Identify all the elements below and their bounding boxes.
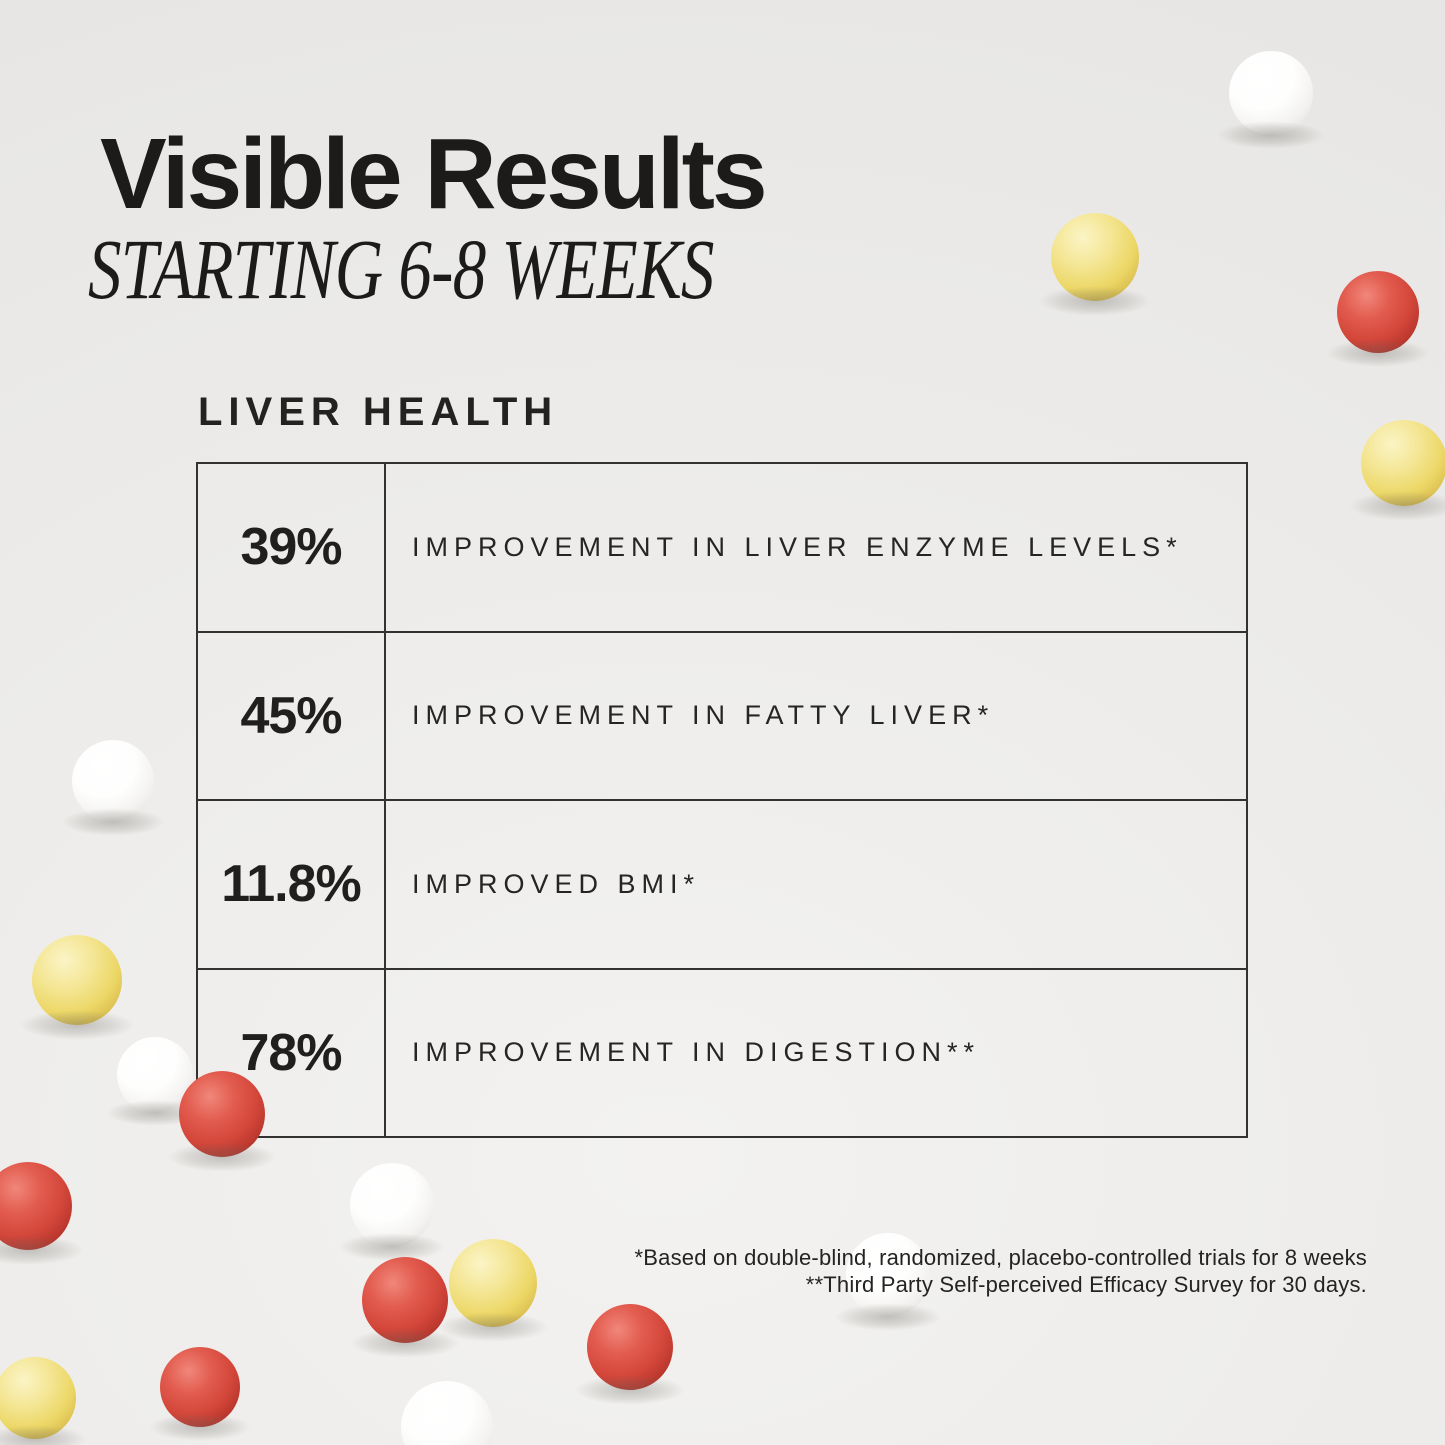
footnote-line-1: *Based on double-blind, randomized, plac…: [634, 1245, 1367, 1270]
percentage-cell: 45%: [198, 632, 386, 799]
red-ball-decor: [166, 1071, 278, 1172]
result-cell: IMPROVEMENT IN DIGESTION**: [412, 1037, 981, 1068]
table-row: 45% IMPROVEMENT IN FATTY LIVER*: [198, 630, 1246, 799]
yellow-ball-decor: [1038, 213, 1152, 316]
result-cell: IMPROVEMENT IN FATTY LIVER*: [412, 700, 995, 731]
percentage-cell: 78%: [198, 969, 386, 1136]
red-ball-decor: [0, 1162, 85, 1265]
result-cell: IMPROVED BMI*: [412, 868, 701, 899]
table-row: 39% IMPROVEMENT IN LIVER ENZYME LEVELS*: [198, 464, 1246, 631]
white-ball-decor: [401, 1381, 493, 1445]
white-ball-decor: [834, 1233, 942, 1332]
white-ball-decor: [60, 740, 166, 836]
footnote-line-2: **Third Party Self-perceived Efficacy Su…: [805, 1272, 1367, 1297]
yellow-ball-decor: [19, 935, 135, 1041]
yellow-ball-decor: [0, 1357, 88, 1445]
red-ball-decor: [574, 1304, 686, 1405]
red-ball-decor: [148, 1347, 252, 1441]
red-ball-decor: [349, 1257, 461, 1358]
red-ball-decor: [1325, 271, 1431, 367]
white-ball-decor: [1217, 51, 1325, 150]
result-cell: IMPROVEMENT IN LIVER ENZYME LEVELS*: [412, 531, 1183, 562]
percentage-cell: 39%: [198, 464, 386, 631]
table-row: 11.8% IMPROVED BMI*: [198, 799, 1246, 968]
yellow-ball-decor: [436, 1239, 550, 1342]
section-heading: LIVER HEALTH: [198, 390, 559, 434]
page-subtitle: STARTING 6-8 WEEKS: [88, 221, 714, 317]
percentage-cell: 11.8%: [198, 801, 386, 968]
footnote: *Based on double-blind, randomized, plac…: [635, 1244, 1367, 1298]
table-row: 78% IMPROVEMENT IN DIGESTION**: [198, 967, 1246, 1136]
white-ball-decor: [338, 1163, 446, 1262]
liver-health-table: 39% IMPROVEMENT IN LIVER ENZYME LEVELS* 45…: [196, 462, 1248, 1138]
yellow-ball-decor: [1348, 420, 1445, 521]
page-title: Visible Results: [100, 118, 768, 230]
